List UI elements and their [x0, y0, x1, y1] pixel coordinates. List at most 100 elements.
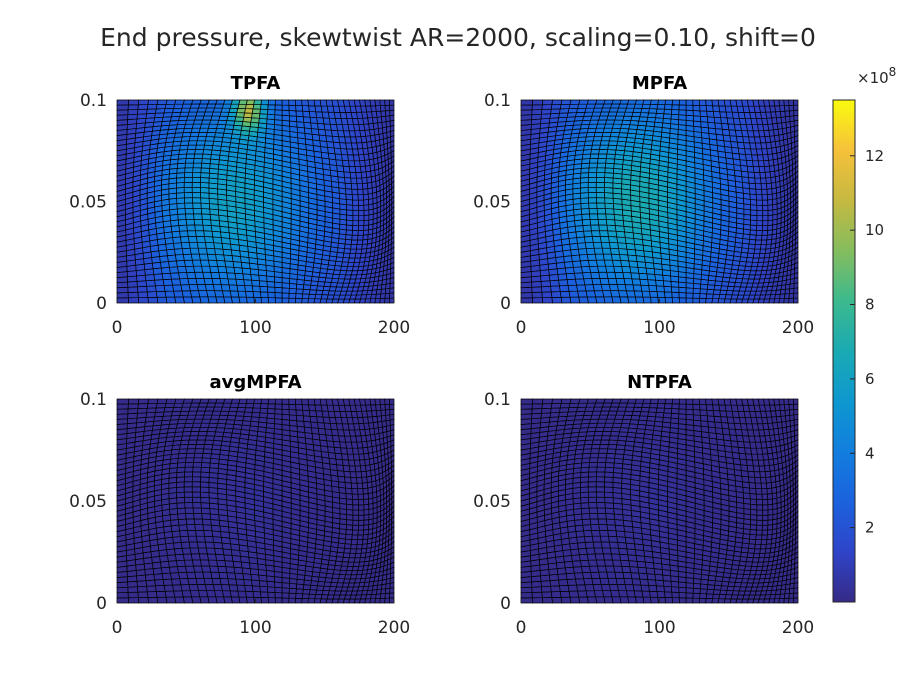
heatmap-cell — [116, 413, 129, 420]
heatmap-cell — [162, 112, 173, 118]
heatmap-cell — [176, 471, 186, 478]
heatmap-cell — [193, 153, 204, 159]
heatmap-cell — [185, 153, 196, 159]
heatmap-cell — [345, 524, 354, 531]
heatmap-cell — [588, 202, 598, 209]
heatmap-cell — [274, 403, 283, 410]
heatmap-cell — [204, 236, 215, 244]
heatmap-cell — [520, 403, 533, 410]
heatmap-cell — [246, 596, 255, 604]
heatmap-cell — [173, 290, 184, 298]
heatmap-cell — [596, 202, 606, 209]
heatmap-cell — [189, 431, 200, 437]
heatmap-cell — [165, 296, 177, 304]
heatmap-cell — [604, 182, 614, 189]
heatmap-cell — [346, 204, 354, 211]
heatmap-cell — [559, 103, 571, 110]
heatmap-cell — [137, 407, 148, 414]
heatmap-cell — [224, 560, 235, 568]
heatmap-cell — [749, 224, 758, 231]
heatmap-cell — [566, 278, 577, 286]
heatmap-cell — [358, 504, 365, 511]
heatmap-cell — [188, 241, 199, 249]
heatmap-cell — [550, 591, 562, 598]
heatmap-cell — [596, 197, 606, 204]
heatmap-cell — [160, 566, 171, 575]
heatmap-cell — [226, 572, 237, 580]
heatmap-cell — [541, 585, 552, 593]
heatmap-cell — [155, 402, 167, 409]
heatmap-cell — [655, 279, 665, 287]
heatmap-cell — [559, 285, 570, 292]
heatmap-cell — [588, 162, 598, 169]
heatmap-cell — [200, 476, 210, 483]
heatmap-cell — [218, 115, 229, 121]
heatmap-cell — [785, 121, 791, 129]
heatmap-cell — [678, 109, 687, 116]
heatmap-cell — [200, 172, 210, 179]
heatmap-cell — [678, 292, 687, 299]
heatmap-cell — [384, 297, 390, 304]
heatmap-cell — [520, 592, 533, 599]
heatmap-cell — [302, 588, 311, 595]
heatmap-cell — [351, 493, 359, 500]
heatmap-cell — [650, 296, 659, 304]
heatmap-cell — [200, 167, 211, 174]
heatmap-cell — [184, 197, 194, 204]
heatmap-cell — [274, 592, 283, 599]
heatmap-cell — [750, 214, 758, 221]
heatmap-cell — [173, 103, 184, 109]
heatmap-cell — [363, 498, 370, 506]
heatmap-cell — [541, 285, 552, 293]
heatmap-cell — [274, 586, 283, 594]
heatmap-cell — [531, 109, 543, 116]
heatmap-cell — [176, 182, 185, 189]
heatmap-cell — [168, 266, 179, 274]
heatmap-cell — [191, 186, 201, 193]
heatmap-cell — [220, 406, 231, 412]
heatmap-cell — [195, 144, 205, 150]
heatmap-cell — [783, 99, 790, 106]
heatmap-cell — [219, 278, 230, 286]
heatmap-cell — [566, 112, 577, 118]
heatmap-cell — [186, 448, 196, 454]
heatmap-cell — [600, 241, 611, 249]
heatmap-cell — [183, 259, 194, 267]
heatmap-cell — [753, 171, 761, 179]
heatmap-cell — [147, 99, 159, 105]
heatmap-cell — [219, 410, 230, 416]
heatmap-cell — [351, 488, 359, 495]
heatmap-cell — [587, 259, 598, 267]
heatmap-cell — [591, 140, 602, 146]
heatmap-cell — [174, 254, 185, 262]
heatmap-cell — [238, 99, 248, 105]
heatmap-cell — [116, 109, 129, 116]
heatmap-cell — [358, 204, 365, 211]
heatmap-cell — [192, 197, 202, 204]
heatmap-cell — [136, 113, 148, 120]
heatmap-cell — [227, 578, 238, 586]
heatmap-cell — [181, 547, 192, 555]
heatmap-cell — [352, 204, 360, 211]
heatmap-cell — [613, 265, 624, 273]
heatmap-cell — [609, 247, 620, 255]
heatmap-cell — [267, 591, 276, 599]
heatmap-cell — [201, 158, 212, 165]
heatmap-cell — [357, 529, 365, 536]
heatmap-cell — [384, 409, 391, 416]
heatmap-cell — [531, 403, 543, 410]
heatmap-cell — [388, 297, 395, 304]
heatmap-cell — [642, 99, 652, 105]
heatmap-cell — [281, 398, 290, 405]
heatmap-cell — [295, 409, 304, 417]
heatmap-cell — [197, 547, 208, 555]
heatmap-cell — [237, 402, 247, 408]
heatmap-cell — [208, 559, 219, 567]
heatmap-cell — [707, 121, 716, 129]
heatmap-cell — [174, 398, 185, 404]
heatmap-cell — [192, 461, 203, 468]
heatmap-cell — [747, 248, 756, 254]
heatmap-cell — [201, 213, 212, 221]
heatmap-cell — [685, 109, 694, 117]
